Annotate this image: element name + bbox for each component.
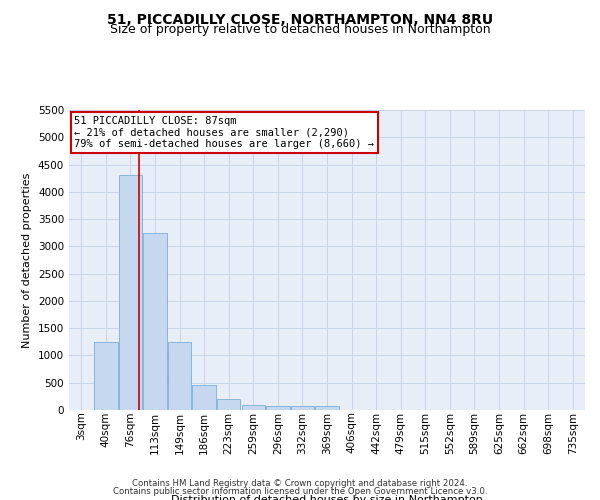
- Text: Size of property relative to detached houses in Northampton: Size of property relative to detached ho…: [110, 22, 490, 36]
- Bar: [168, 342, 191, 410]
- Bar: [94, 342, 118, 410]
- Bar: [291, 406, 314, 410]
- Bar: [193, 386, 216, 410]
- Bar: [217, 399, 241, 410]
- Y-axis label: Number of detached properties: Number of detached properties: [22, 172, 32, 348]
- Text: 51, PICCADILLY CLOSE, NORTHAMPTON, NN4 8RU: 51, PICCADILLY CLOSE, NORTHAMPTON, NN4 8…: [107, 12, 493, 26]
- Text: 51 PICCADILLY CLOSE: 87sqm
← 21% of detached houses are smaller (2,290)
79% of s: 51 PICCADILLY CLOSE: 87sqm ← 21% of deta…: [74, 116, 374, 149]
- Text: Contains public sector information licensed under the Open Government Licence v3: Contains public sector information licen…: [113, 487, 487, 496]
- Bar: [242, 404, 265, 410]
- Bar: [316, 406, 338, 410]
- Bar: [119, 176, 142, 410]
- X-axis label: Distribution of detached houses by size in Northampton: Distribution of detached houses by size …: [171, 495, 483, 500]
- Bar: [143, 232, 167, 410]
- Text: Contains HM Land Registry data © Crown copyright and database right 2024.: Contains HM Land Registry data © Crown c…: [132, 478, 468, 488]
- Bar: [266, 406, 290, 410]
